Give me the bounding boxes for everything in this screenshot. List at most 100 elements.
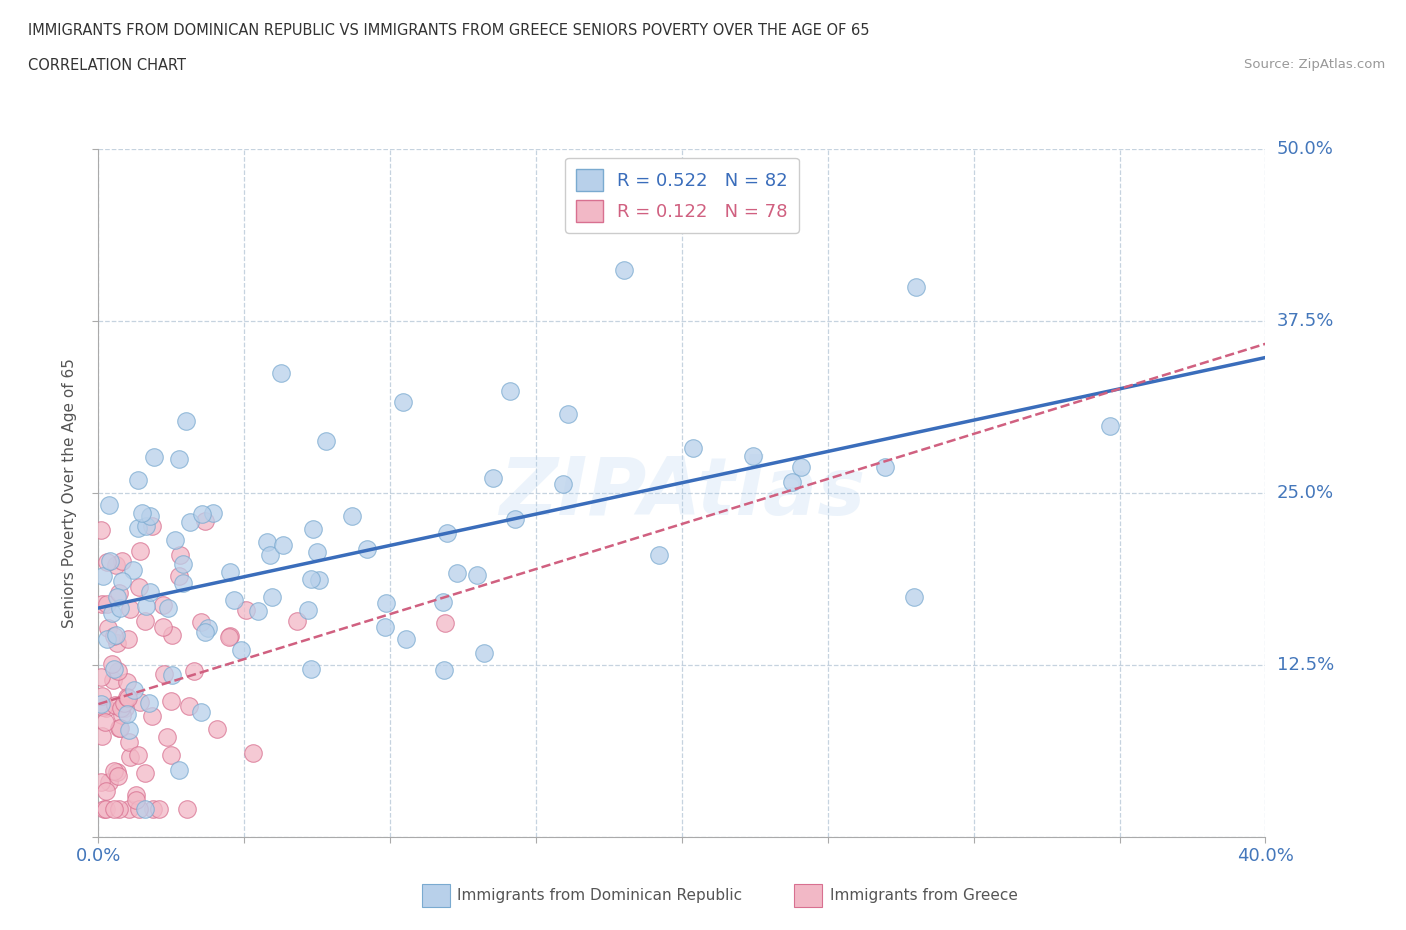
Point	[191, 506, 214, 521]
Point	[219, 629, 242, 644]
Point	[613, 263, 636, 278]
Point	[152, 620, 174, 635]
Text: Source: ZipAtlas.com: Source: ZipAtlas.com	[1244, 58, 1385, 71]
Point	[100, 657, 122, 671]
Point	[256, 535, 278, 550]
Point	[305, 544, 328, 559]
Point	[96, 596, 118, 611]
Point	[433, 616, 456, 631]
Point	[218, 630, 240, 644]
Point	[94, 784, 117, 799]
Point	[259, 548, 281, 563]
Point	[90, 697, 112, 711]
Point	[790, 460, 813, 475]
Point	[96, 631, 118, 646]
Point	[205, 722, 228, 737]
Point	[260, 590, 283, 604]
Point	[117, 632, 139, 647]
Point	[94, 802, 117, 817]
Point	[108, 720, 131, 735]
Point	[197, 620, 219, 635]
Point	[436, 526, 458, 541]
Point	[229, 643, 252, 658]
Point	[141, 519, 163, 534]
Point	[194, 513, 217, 528]
Point	[446, 566, 468, 581]
Point	[134, 802, 156, 817]
Point	[124, 788, 146, 803]
Point	[505, 512, 527, 526]
Point	[162, 667, 184, 682]
Text: 12.5%: 12.5%	[1277, 656, 1334, 674]
Point	[905, 280, 928, 295]
Point	[118, 802, 141, 817]
Point	[153, 666, 176, 681]
Point	[120, 602, 142, 617]
Point	[297, 603, 319, 618]
Point	[299, 572, 322, 587]
Point	[159, 748, 181, 763]
Point	[98, 498, 121, 512]
Point	[271, 538, 294, 552]
Point	[90, 596, 112, 611]
Point	[107, 768, 129, 783]
Point	[105, 627, 128, 642]
Point	[114, 700, 136, 715]
Point	[118, 723, 141, 737]
Point	[108, 802, 131, 817]
Point	[315, 434, 337, 449]
Point	[356, 541, 378, 556]
Point	[111, 708, 134, 723]
Text: 37.5%: 37.5%	[1277, 312, 1334, 330]
Point	[742, 449, 765, 464]
Point	[160, 628, 183, 643]
Point	[104, 558, 127, 573]
Point	[465, 567, 488, 582]
Point	[105, 635, 128, 650]
Point	[482, 471, 505, 485]
Point	[172, 576, 194, 591]
Point	[374, 620, 396, 635]
Text: ZIPAtlas: ZIPAtlas	[499, 454, 865, 532]
Point	[128, 695, 150, 710]
Point	[135, 598, 157, 613]
Point	[682, 441, 704, 456]
Point	[179, 698, 201, 713]
Text: 50.0%: 50.0%	[1277, 140, 1333, 158]
Point	[134, 614, 156, 629]
Point	[433, 663, 456, 678]
Point	[103, 802, 125, 817]
Point	[308, 572, 330, 587]
Point	[246, 604, 269, 618]
Point	[190, 615, 212, 630]
Text: Immigrants from Dominican Republic: Immigrants from Dominican Republic	[457, 887, 742, 903]
Point	[176, 802, 198, 817]
Point	[118, 734, 141, 749]
Point	[183, 664, 205, 679]
Text: 25.0%: 25.0%	[1277, 484, 1334, 502]
Point	[148, 802, 170, 817]
Point	[108, 721, 131, 736]
Point	[93, 802, 115, 817]
Point	[270, 365, 292, 380]
Point	[101, 672, 124, 687]
Point	[105, 590, 128, 604]
Point	[97, 775, 120, 790]
Point	[165, 533, 187, 548]
Text: CORRELATION CHART: CORRELATION CHART	[28, 58, 186, 73]
Point	[91, 699, 114, 714]
Point	[235, 603, 257, 618]
Point	[1098, 418, 1121, 433]
Point	[104, 698, 127, 712]
Point	[112, 696, 135, 711]
Point	[647, 548, 669, 563]
Point	[115, 706, 138, 721]
Point	[169, 548, 191, 563]
Point	[90, 728, 112, 743]
Point	[96, 700, 118, 715]
Point	[242, 746, 264, 761]
Point	[122, 563, 145, 578]
Point	[167, 568, 190, 583]
Point	[172, 557, 194, 572]
Point	[105, 764, 128, 779]
